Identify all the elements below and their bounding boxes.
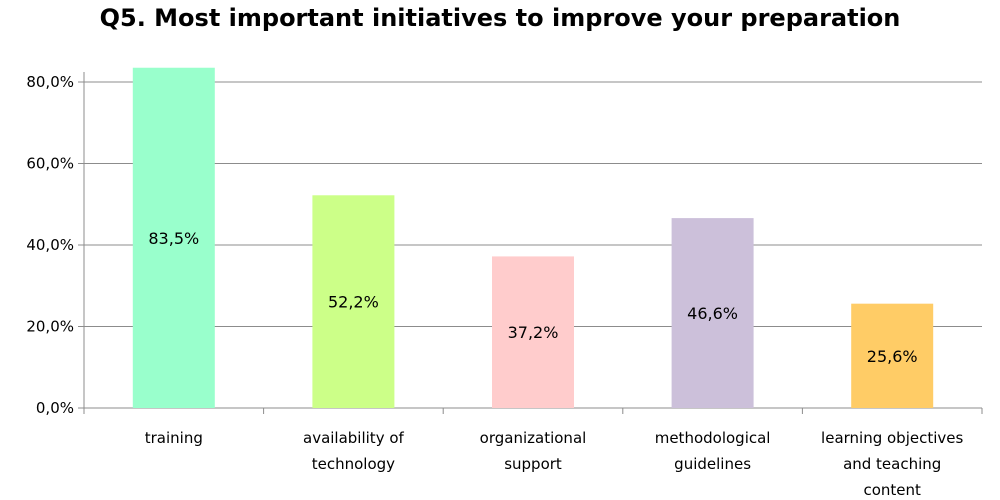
y-tick-label: 60,0% bbox=[26, 155, 74, 173]
category-label: guidelines bbox=[674, 455, 751, 473]
data-label: 52,2% bbox=[328, 293, 379, 312]
bar bbox=[312, 195, 395, 408]
category-label: methodological bbox=[655, 429, 771, 447]
category-label: availability of bbox=[303, 429, 405, 447]
category-label: learning objectives bbox=[821, 429, 963, 447]
bar bbox=[671, 218, 754, 408]
category-label: technology bbox=[312, 455, 395, 473]
labels: 0,0% 20,0% 40,0% 60,0% 80,0% 83,5% training 52,… bbox=[26, 73, 963, 499]
y-tick-label: 80,0% bbox=[26, 73, 74, 91]
bar bbox=[851, 303, 934, 408]
data-label: 37,2% bbox=[508, 323, 559, 342]
y-tick-label: 20,0% bbox=[26, 318, 74, 336]
data-label: 46,6% bbox=[687, 304, 738, 323]
y-tick-label: 0,0% bbox=[36, 399, 74, 417]
bars bbox=[132, 67, 934, 409]
category-label: organizational bbox=[480, 429, 587, 447]
bar bbox=[132, 67, 215, 409]
y-tick-label: 40,0% bbox=[26, 236, 74, 254]
category-label: training bbox=[145, 429, 203, 447]
category-label: and teaching bbox=[843, 455, 941, 473]
gridlines bbox=[84, 81, 982, 327]
data-label: 83,5% bbox=[148, 229, 199, 248]
category-label: content bbox=[863, 481, 921, 499]
category-label: support bbox=[504, 455, 562, 473]
chart-title: Q5. Most important initiatives to improv… bbox=[99, 4, 901, 32]
data-label: 25,6% bbox=[867, 347, 918, 366]
bar bbox=[492, 256, 574, 408]
